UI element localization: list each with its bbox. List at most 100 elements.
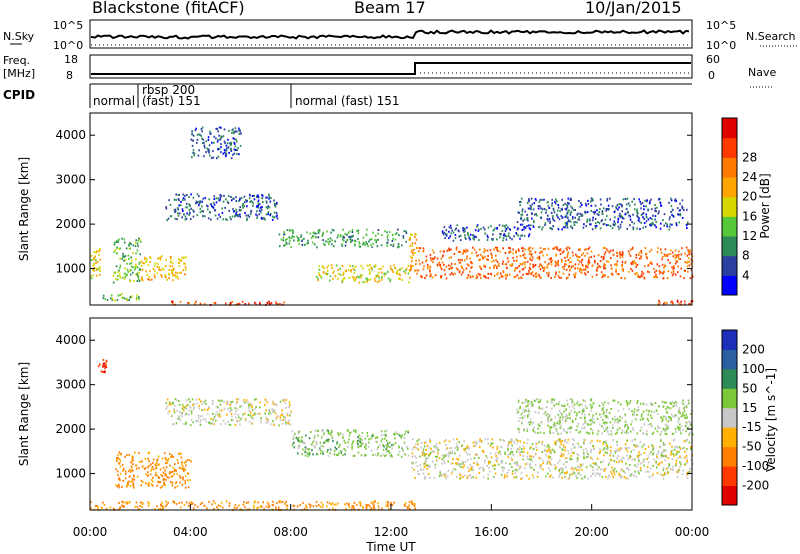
velocity-echo-cell (240, 404, 243, 407)
power-echo-cell (194, 129, 197, 132)
power-echo-cell (301, 240, 303, 243)
velocity-echo-cell (689, 468, 691, 471)
velocity-echo-cell (218, 413, 221, 416)
power-echo-cell (220, 195, 223, 198)
velocity-echo-cell (690, 446, 692, 448)
power-echo-cell (620, 214, 622, 217)
power-echo-cell (658, 269, 661, 272)
velocity-echo-cell (582, 408, 585, 411)
velocity-echo-cell (182, 470, 185, 472)
velocity-echo-cell (669, 442, 671, 445)
velocity-echo-cell (476, 463, 478, 466)
power-echo-cell (202, 215, 204, 218)
velocity-echo-cell (633, 458, 636, 461)
velocity-echo-cell (253, 504, 255, 507)
power-echo-cell (564, 202, 566, 205)
velocity-echo-cell (636, 413, 638, 416)
velocity-echo-cell (420, 468, 422, 470)
power-echo-cell (270, 212, 272, 215)
velocity-echo-cell (601, 432, 603, 435)
power-echo-cell (579, 212, 581, 215)
velocity-echo-cell (380, 430, 383, 433)
power-echo-cell (121, 296, 123, 299)
power-echo-cell (539, 205, 541, 208)
velocity-echo-cell (665, 433, 668, 436)
velocity-echo-cell (259, 505, 262, 508)
power-echo-cell (675, 259, 677, 262)
velocity-echo-cell (131, 459, 134, 462)
velocity-echo-cell (222, 419, 225, 422)
power-echo-cell (393, 264, 395, 267)
power-echo-cell (591, 275, 594, 278)
velocity-echo-cell (673, 404, 676, 407)
power-echo-cell (587, 259, 590, 261)
velocity-echo-cell (579, 403, 581, 406)
velocity-echo-cell (156, 505, 158, 508)
velocity-echo-cell (384, 437, 386, 440)
velocity-echo-cell (610, 433, 613, 436)
velocity-echo-cell (619, 419, 622, 422)
power-echo-cell (139, 238, 141, 241)
power-echo-cell (106, 299, 109, 302)
power-echo-cell (633, 222, 635, 225)
velocity-echo-cell (664, 459, 666, 462)
power-echo-cell (93, 258, 95, 261)
velocity-echo-cell (658, 405, 660, 408)
power-echo-band (165, 193, 279, 222)
velocity-echo-cell (516, 461, 518, 464)
power-echo-cell (558, 276, 561, 279)
power-echo-cell (555, 254, 557, 257)
power-echo-cell (574, 209, 576, 211)
velocity-echo-cell (585, 431, 588, 434)
power-echo-cell (317, 277, 319, 280)
velocity-echo-cell (686, 461, 689, 464)
velocity-echo-cell (576, 425, 579, 428)
velocity-echo-cell (518, 420, 520, 423)
power-echo-cell (529, 268, 532, 270)
power-echo-cell (533, 221, 535, 224)
power-echo-cell (561, 260, 563, 263)
power-echo-cell (190, 207, 193, 210)
velocity-echo-cell (445, 477, 447, 480)
velocity-echo-cell (418, 473, 421, 475)
velocity-echo-cell (128, 480, 130, 483)
power-echo-cell (372, 242, 374, 245)
power-echo-cell (516, 233, 518, 236)
velocity-echo-cell (237, 413, 240, 416)
power-echo-cell (210, 132, 212, 135)
velocity-echo-cell (633, 414, 635, 417)
velocity-echo-cell (592, 402, 595, 405)
velocity-echo-cell (599, 474, 601, 477)
velocity-echo-cell (665, 415, 667, 418)
power-echo-cell (625, 203, 628, 206)
power-echo-cell (554, 264, 557, 267)
power-echo-cell (542, 254, 544, 257)
velocity-echo-cell (619, 447, 622, 450)
power-echo-cell (557, 262, 559, 265)
power-echo-cell (609, 225, 612, 227)
power-echo-cell (182, 256, 185, 259)
power-echo-cell (267, 205, 269, 208)
power-echo-cell (273, 211, 276, 214)
power-echo-cell (154, 276, 156, 279)
power-echo-cell (413, 248, 415, 251)
velocity-echo-cell (285, 399, 287, 401)
power-echo-cell (380, 271, 383, 274)
power-echo-cell (238, 200, 240, 203)
velocity-echo-cell (650, 451, 652, 454)
power-echo-cell (366, 279, 368, 282)
velocity-echo-cell (121, 485, 123, 488)
velocity-echo-cell (176, 458, 179, 461)
power-echo-cell (173, 209, 176, 212)
power-echo-cell (460, 273, 463, 276)
velocity-echo-cell (549, 469, 551, 472)
power-echo-cell (288, 237, 291, 240)
power-echo-cell (250, 211, 252, 213)
power-echo-cell (611, 227, 614, 230)
power-echo-cell (550, 211, 553, 214)
power-echo-cell (605, 208, 608, 210)
power-echo-cell (122, 252, 124, 255)
velocity-echo-cell (517, 401, 520, 404)
power-echo-cell (401, 279, 404, 281)
velocity-echo-cell (408, 501, 411, 504)
